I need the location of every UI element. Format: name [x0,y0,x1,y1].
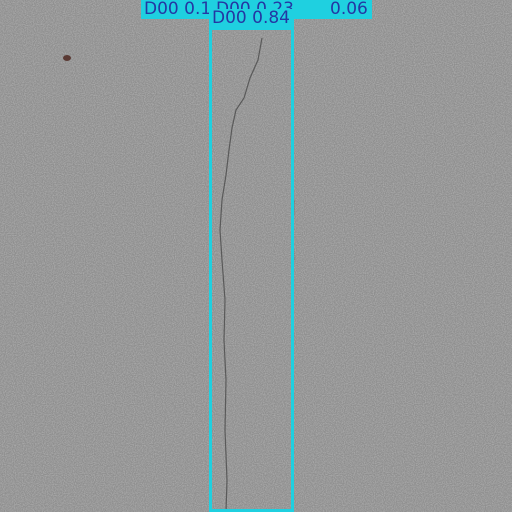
crack-line [219,37,263,512]
debris-spot [63,55,71,61]
detection-label-back-left: D00 0.1 [141,0,223,19]
detection-label-back-right: 0.06 [327,0,372,19]
detection-label-front: D00 0.84 [209,9,294,28]
